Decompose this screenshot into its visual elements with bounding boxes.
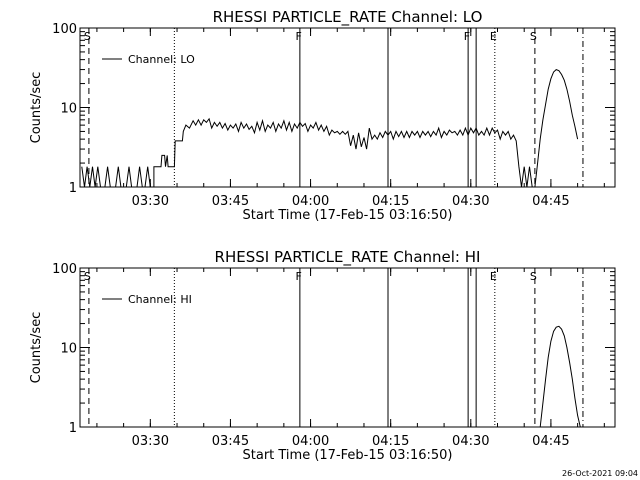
- y-tick-label: 100: [52, 262, 77, 277]
- x-tick-label: 04:15: [372, 434, 409, 449]
- x-axis-label: Start Time (17-Feb-15 03:16:50): [243, 448, 453, 463]
- chart-title: RHESSI PARTICLE_RATE Channel: HI: [215, 248, 481, 267]
- event-marker-label: S: [84, 30, 91, 43]
- x-tick-label: 04:45: [532, 194, 569, 209]
- y-tick-label: 10: [60, 102, 77, 117]
- x-tick-label: 04:30: [452, 434, 489, 449]
- x-tick-label: 03:30: [132, 194, 169, 209]
- y-tick-label: 1: [69, 421, 77, 436]
- x-tick-label: 04:15: [372, 194, 409, 209]
- x-tick-label: 04:00: [292, 434, 329, 449]
- x-tick-label: 04:45: [532, 434, 569, 449]
- legend-entry: Channel: HI: [128, 293, 192, 306]
- event-marker-label: S: [84, 270, 91, 283]
- event-marker-label: E: [490, 30, 497, 43]
- chart-panel-2: RHESSI PARTICLE_RATE Channel: HI 03:30 03:…: [29, 248, 616, 463]
- event-marker-label: F: [296, 270, 302, 283]
- event-marker-label: F: [464, 30, 470, 43]
- x-tick-label: 03:30: [132, 434, 169, 449]
- event-marker-label: S: [530, 270, 537, 283]
- x-tick-label: 03:45: [212, 194, 249, 209]
- y-axis-label: Counts/sec: [29, 72, 44, 144]
- series-line: [539, 325, 581, 428]
- y-tick-label: 10: [60, 342, 77, 357]
- generation-timestamp: 26-Oct-2021 09:04: [562, 469, 638, 478]
- chart-panel-1: RHESSI PARTICLE_RATE Channel: LO 03:30 03:…: [29, 8, 616, 223]
- series-line: [81, 69, 579, 188]
- event-marker-label: E: [490, 270, 497, 283]
- x-tick-label: 04:00: [292, 194, 329, 209]
- chart-title: RHESSI PARTICLE_RATE Channel: LO: [213, 8, 483, 27]
- legend-entry: Channel: LO: [128, 53, 195, 66]
- y-axis-label: Counts/sec: [29, 312, 44, 384]
- event-marker-label: F: [296, 30, 302, 43]
- x-tick-label: 04:30: [452, 194, 489, 209]
- x-axis-label: Start Time (17-Feb-15 03:16:50): [243, 208, 453, 223]
- y-tick-label: 1: [69, 181, 77, 196]
- event-marker-label: S: [530, 30, 537, 43]
- y-tick-label: 100: [52, 22, 77, 37]
- x-tick-label: 03:45: [212, 434, 249, 449]
